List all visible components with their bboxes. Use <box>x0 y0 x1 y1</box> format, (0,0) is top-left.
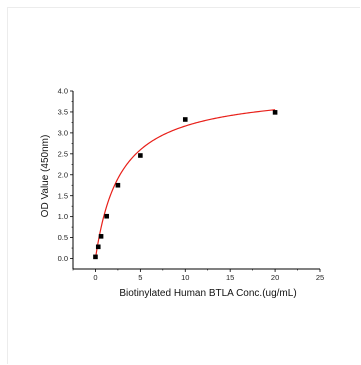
y-tick-label: 4.0 <box>58 87 68 96</box>
data-point <box>95 244 101 250</box>
y-tick-label: 1.5 <box>58 191 68 200</box>
y-tick-label: 1.0 <box>58 212 68 221</box>
y-axis-title: OD Value (450nm) <box>40 135 51 218</box>
data-point <box>138 153 143 158</box>
x-tick-label: 20 <box>271 273 279 282</box>
figure-frame <box>7 7 360 364</box>
data-point <box>93 254 98 260</box>
tick-labels: 0.0 0.5 1.0 1.5 2.0 2.5 3.0 3.5 4.0 0 5 10 15 20 25 <box>58 87 325 282</box>
data-point <box>182 117 188 122</box>
y-tick-label: 3.0 <box>58 128 68 137</box>
y-tick-label: 3.5 <box>58 108 68 117</box>
data-point <box>98 234 104 239</box>
x-axis-title: Biotinylated Human BTLA Conc.(ug/mL) <box>119 288 296 299</box>
x-tick-label: 10 <box>181 273 189 282</box>
data-point <box>115 182 121 188</box>
data-points-layer <box>93 110 278 260</box>
tick-marks <box>70 90 321 272</box>
y-tick-label: 2.0 <box>58 170 68 179</box>
x-tick-label: 15 <box>226 273 234 282</box>
axes <box>72 91 320 270</box>
y-tick-label: 2.5 <box>58 149 68 158</box>
x-tick-label: 25 <box>316 273 324 282</box>
y-tick-label: 0.5 <box>58 233 68 242</box>
y-tick-label: 0.0 <box>58 254 68 263</box>
x-tick-label: 5 <box>138 273 142 282</box>
x-tick-label: 0 <box>93 273 97 282</box>
data-point <box>104 213 109 219</box>
fit-curve-layer <box>94 109 276 259</box>
fit-curve <box>94 109 276 259</box>
data-point <box>272 110 278 115</box>
